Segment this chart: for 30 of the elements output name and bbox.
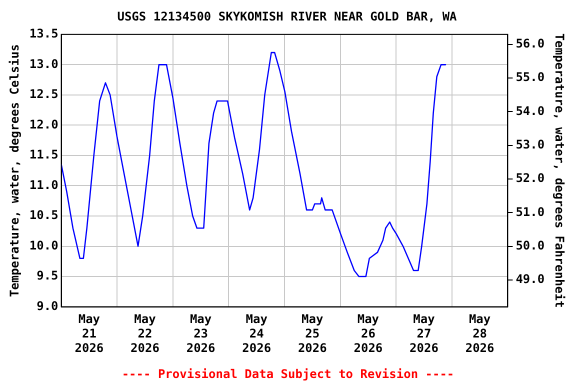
y2-tick-label: 54.0: [516, 104, 545, 118]
y-tick-label: 11.0: [29, 178, 58, 192]
x-tick-label: May 24 2026: [242, 312, 272, 355]
y-tick-label: 12.5: [29, 87, 58, 102]
y-tick-label: 13.0: [29, 56, 58, 71]
y2-axis-title: Temperature, water, degrees Fahrenheit: [552, 33, 567, 308]
y2-tick-label: 52.0: [516, 171, 545, 186]
y-tick-label: 9.0: [36, 298, 58, 313]
x-tick-label: May 22 2026: [130, 312, 160, 355]
y2-tick-label: 55.0: [516, 70, 545, 84]
y2-tick-label: 56.0: [516, 36, 545, 51]
y-tick-label: 10.5: [29, 208, 58, 222]
chart-title: USGS 12134500 SKYKOMISH RIVER NEAR GOLD BAR, WA: [117, 9, 458, 24]
y2-tick-label: 51.0: [516, 204, 545, 219]
y-tick-label: 9.5: [36, 268, 58, 283]
x-tick-label: May 28 2026: [465, 312, 494, 355]
x-tick-label: May 25 2026: [298, 312, 327, 355]
y2-tick-label: 50.0: [516, 238, 545, 252]
x-tick-label: May 23 2026: [186, 312, 216, 355]
y-tick-label: 12.0: [29, 117, 58, 132]
y-axis-title: Temperature, water, degrees Celsius: [7, 44, 22, 298]
x-tick-label: May 21 2026: [74, 312, 104, 355]
y-tick-label: 10.0: [29, 238, 58, 252]
y-tick-label: 11.5: [29, 148, 58, 162]
x-tick-label: May 26 2026: [354, 312, 383, 355]
x-tick-label: May 27 2026: [410, 312, 438, 355]
y2-tick-label: 53.0: [516, 138, 545, 152]
y2-tick-label: 49.0: [516, 272, 545, 286]
text: ---- Provisional Data Subject to Revision ----: [120, 367, 456, 381]
y-tick-label: 13.5: [29, 26, 58, 41]
